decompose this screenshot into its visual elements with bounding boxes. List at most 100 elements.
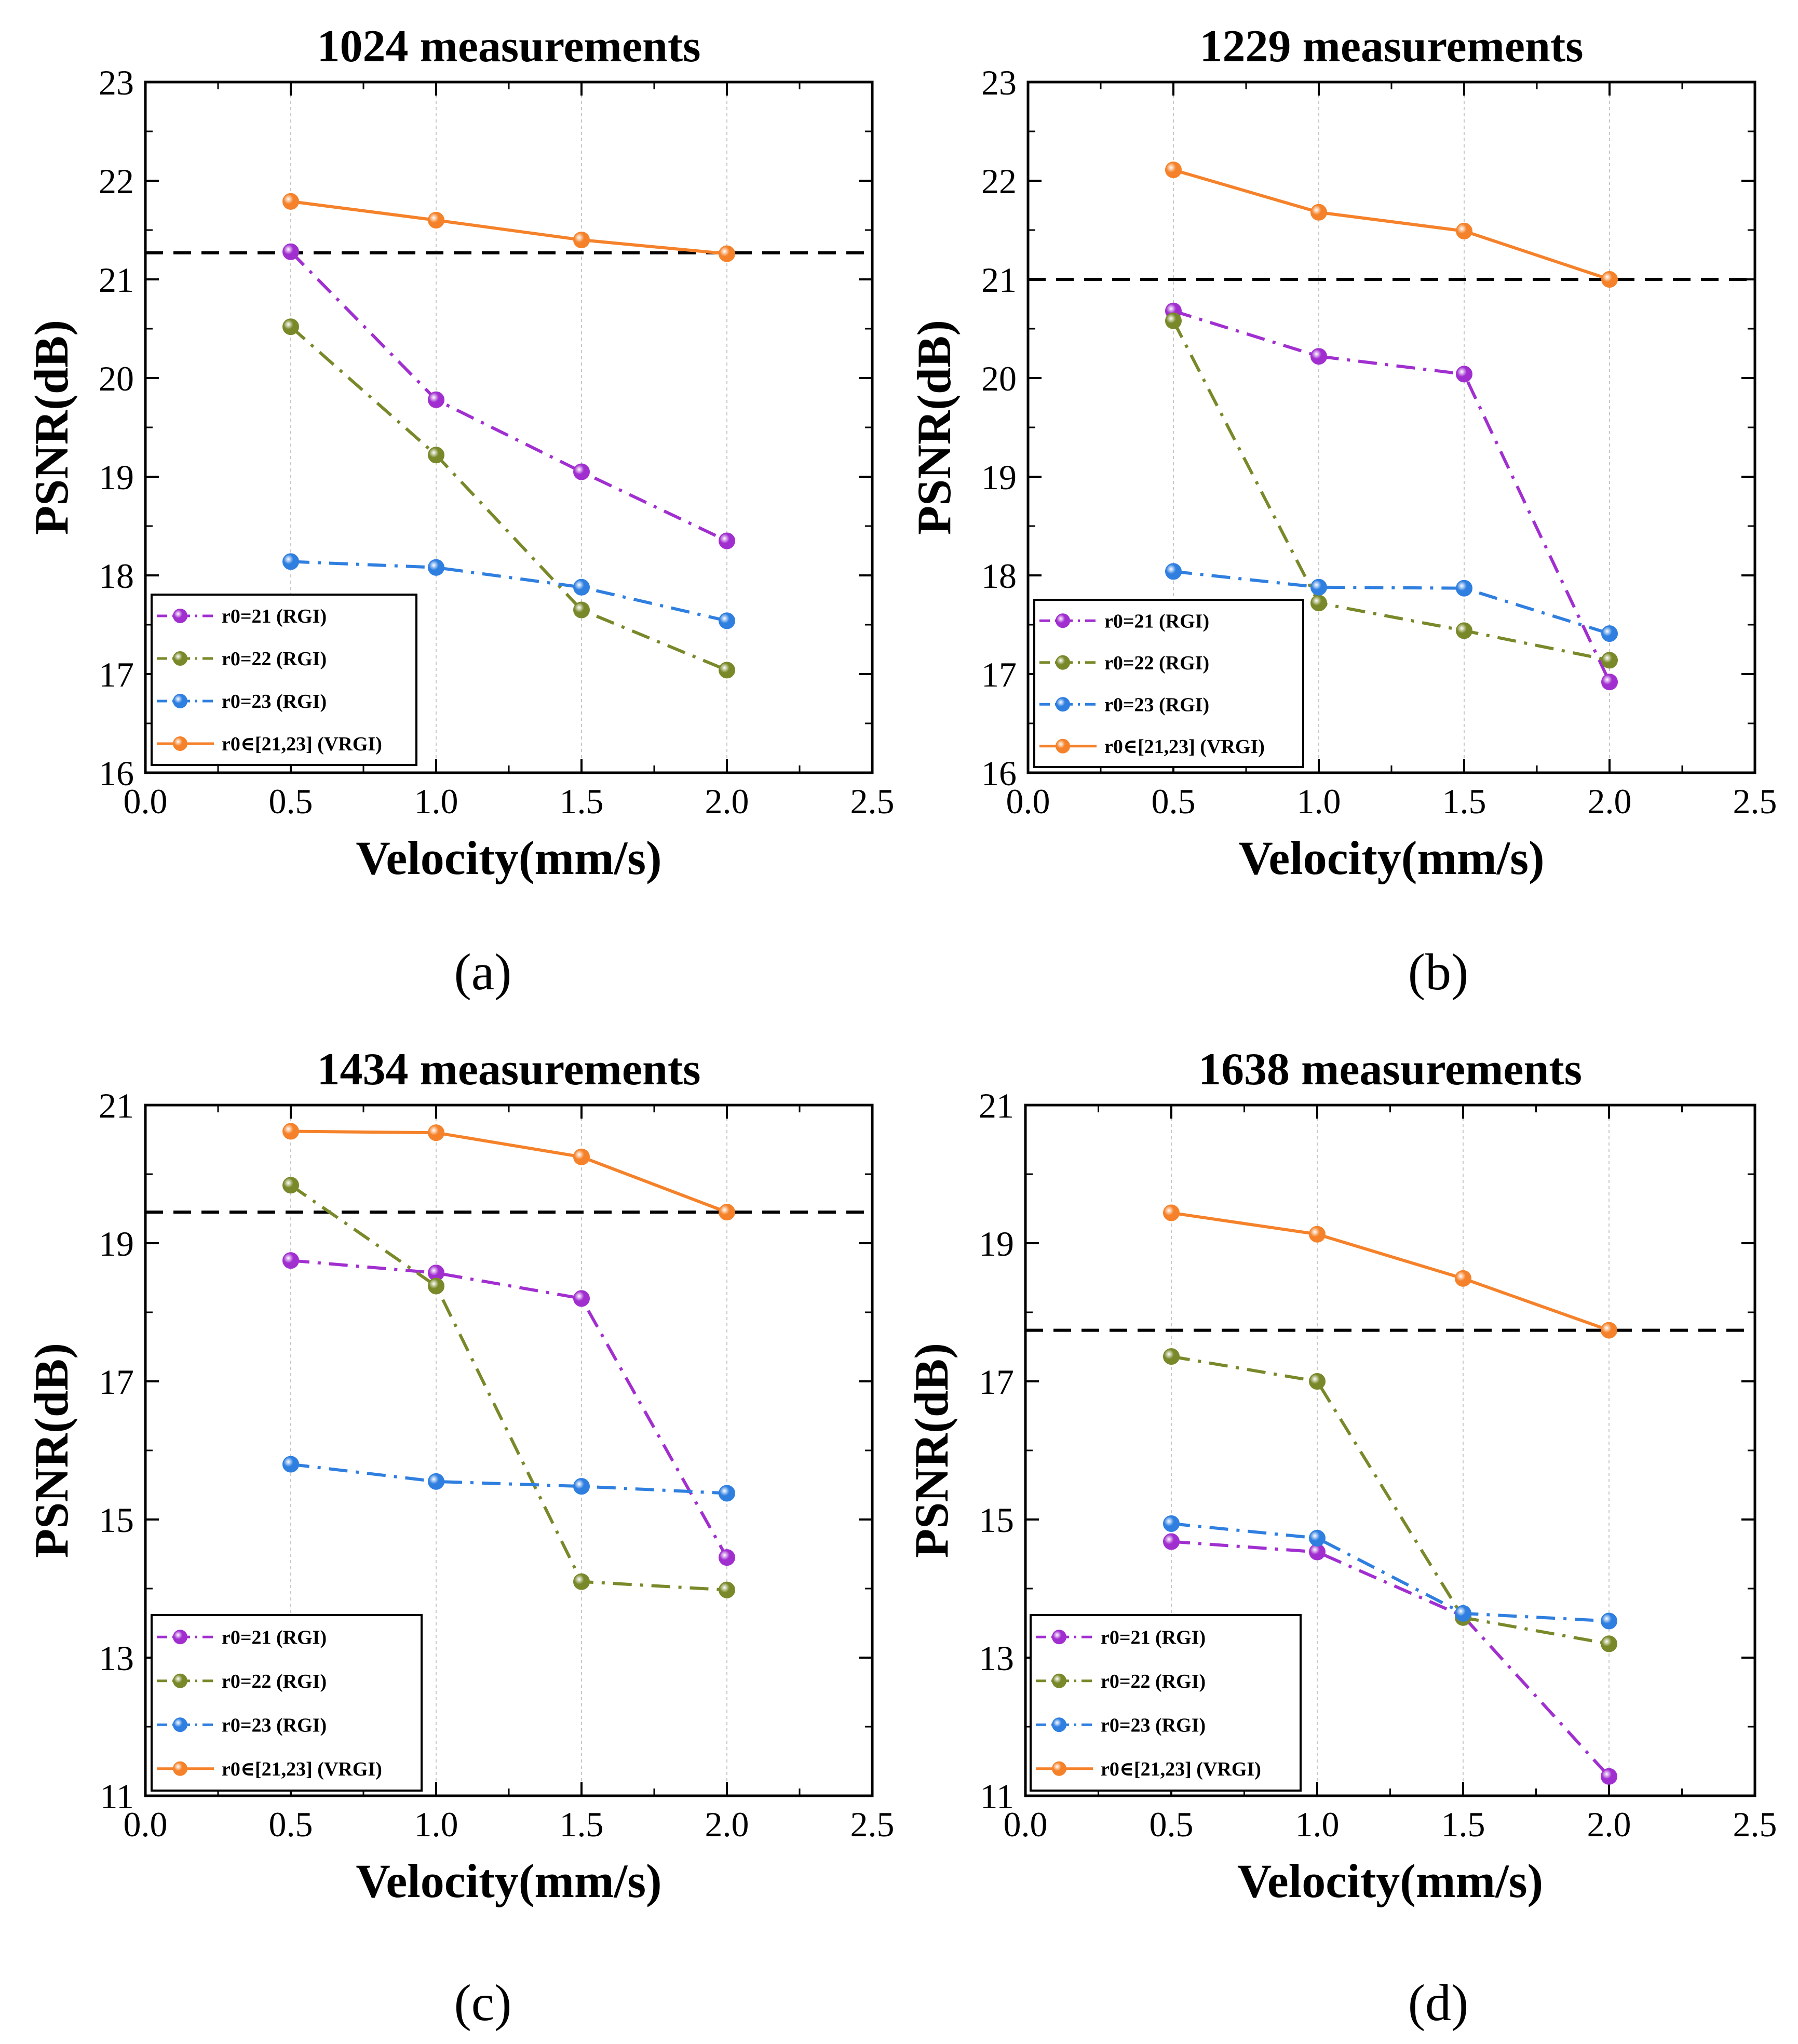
legend-box bbox=[1030, 1614, 1302, 1792]
x-tick-label: 1.0 bbox=[414, 782, 458, 821]
data-point bbox=[428, 391, 444, 408]
legend-marker bbox=[173, 1717, 187, 1732]
series-line bbox=[290, 199, 727, 256]
data-point bbox=[1601, 625, 1618, 642]
data-point bbox=[1601, 674, 1618, 691]
data-point bbox=[282, 1456, 299, 1473]
legend: r0=21 (RGI) r0=22 (RGI) r0=23 (RGI) r0∈[21,… bbox=[1033, 599, 1304, 768]
data-point bbox=[1455, 1270, 1471, 1287]
data-point bbox=[719, 1549, 735, 1566]
y-tick-label: 17 bbox=[981, 655, 1017, 694]
x-tick-label: 1.5 bbox=[1442, 782, 1486, 821]
data-point bbox=[1456, 580, 1472, 597]
data-point bbox=[428, 1124, 444, 1141]
legend-label: r0∈[21,23] (VRGI) bbox=[222, 1758, 382, 1780]
series-line bbox=[290, 1129, 728, 1214]
chart-panel: 1229 measurements 0.0 0.5 1.0 1.5 2.0 2.5 16 17 1… bbox=[908, 21, 1777, 884]
legend-label: r0=22 (RGI) bbox=[1101, 1671, 1206, 1692]
legend-label: r0=22 (RGI) bbox=[1104, 652, 1209, 674]
series-line bbox=[1172, 320, 1610, 662]
data-point bbox=[573, 601, 590, 618]
y-axis-label: PSNR(dB) bbox=[908, 320, 961, 535]
data-point bbox=[1163, 1515, 1180, 1532]
x-tick-label: 0.5 bbox=[1152, 782, 1196, 821]
y-tick-label: 22 bbox=[981, 162, 1017, 201]
panel-caption: (a) bbox=[454, 943, 512, 1001]
y-axis-label: PSNR(dB) bbox=[25, 320, 78, 535]
data-point bbox=[1309, 1529, 1326, 1547]
data-point bbox=[428, 212, 444, 228]
legend-marker bbox=[173, 1673, 187, 1688]
y-tick-label: 17 bbox=[99, 1362, 134, 1402]
data-point bbox=[1455, 1605, 1471, 1622]
legend: r0=21 (RGI) r0=22 (RGI) r0=23 (RGI) r0∈[21,… bbox=[151, 1614, 423, 1792]
chart-title: 1434 measurements bbox=[317, 1044, 701, 1095]
panel-caption: (b) bbox=[1408, 943, 1469, 1001]
legend-label: r0=23 (RGI) bbox=[222, 691, 327, 712]
data-point bbox=[719, 662, 735, 679]
y-tick-label: 21 bbox=[99, 1086, 134, 1125]
chart-title: 1229 measurements bbox=[1200, 21, 1584, 72]
data-point bbox=[719, 245, 735, 262]
x-tick-label: 2.5 bbox=[1733, 782, 1777, 821]
data-point bbox=[1165, 563, 1182, 580]
legend-label: r0=21 (RGI) bbox=[1101, 1626, 1206, 1648]
chart-panel: 1024 measurements 0.0 0.5 1.0 1.5 2.0 2.5 16 17 1… bbox=[25, 21, 895, 884]
series-line bbox=[289, 250, 728, 543]
data-point bbox=[1309, 1373, 1326, 1390]
y-tick-label: 18 bbox=[981, 556, 1017, 596]
data-point bbox=[282, 1177, 299, 1194]
y-tick-label: 17 bbox=[99, 655, 134, 694]
x-tick-label: 0.0 bbox=[124, 782, 168, 821]
legend-box bbox=[151, 594, 417, 766]
legend-label: r0=22 (RGI) bbox=[222, 648, 327, 670]
data-point bbox=[573, 1148, 590, 1165]
data-point bbox=[573, 463, 590, 480]
x-tick-label: 1.5 bbox=[560, 1805, 604, 1844]
legend-marker bbox=[1056, 613, 1070, 628]
y-tick-label: 23 bbox=[981, 63, 1017, 102]
legend-label: r0∈[21,23] (VRGI) bbox=[1101, 1758, 1261, 1780]
data-point bbox=[282, 1252, 299, 1269]
y-tick-label: 11 bbox=[980, 1777, 1014, 1816]
data-point bbox=[1309, 1543, 1326, 1561]
panel-caption: (d) bbox=[1408, 1974, 1469, 2032]
legend-marker bbox=[1056, 655, 1070, 670]
data-point bbox=[1601, 1612, 1617, 1630]
y-tick-label: 16 bbox=[981, 754, 1017, 793]
x-tick-label: 2.5 bbox=[850, 1805, 895, 1844]
legend: r0=21 (RGI) r0=22 (RGI) r0=23 (RGI) r0∈[21,… bbox=[151, 594, 417, 766]
data-point bbox=[282, 553, 299, 570]
chart-panel: 1434 measurements 0.0 0.5 1.0 1.5 2.0 2.5 11 13 1… bbox=[25, 1044, 895, 1907]
series-line bbox=[1173, 168, 1610, 281]
y-tick-label: 20 bbox=[99, 359, 134, 398]
chart-panel: 1638 measurements 0.0 0.5 1.0 1.5 2.0 2.5 11 13 1… bbox=[905, 1044, 1777, 1907]
legend-label: r0=21 (RGI) bbox=[222, 1626, 327, 1648]
data-point bbox=[719, 1204, 735, 1221]
data-point bbox=[1601, 1322, 1617, 1339]
series-line bbox=[1171, 1522, 1610, 1623]
data-point bbox=[573, 232, 590, 248]
x-tick-label: 2.5 bbox=[1733, 1805, 1777, 1844]
data-point bbox=[428, 1278, 444, 1295]
legend-marker bbox=[173, 1761, 187, 1776]
x-tick-label: 2.0 bbox=[1587, 1805, 1631, 1844]
legend-label: r0=21 (RGI) bbox=[222, 606, 327, 627]
data-point bbox=[1601, 1768, 1617, 1785]
y-tick-label: 17 bbox=[979, 1362, 1014, 1402]
data-point bbox=[428, 447, 444, 464]
legend-marker bbox=[1052, 1673, 1066, 1688]
x-tick-label: 2.5 bbox=[850, 782, 895, 821]
legend-box bbox=[151, 1614, 423, 1792]
series-line bbox=[1171, 1355, 1610, 1646]
y-tick-label: 21 bbox=[979, 1086, 1014, 1125]
chart-title: 1024 measurements bbox=[317, 21, 701, 72]
y-tick-label: 21 bbox=[99, 260, 134, 300]
data-point bbox=[573, 1478, 590, 1495]
data-point bbox=[1163, 1204, 1180, 1221]
data-point bbox=[1165, 162, 1182, 179]
data-point bbox=[1163, 1533, 1180, 1550]
legend-box bbox=[1033, 599, 1304, 768]
panel-caption: (c) bbox=[454, 1974, 512, 2032]
